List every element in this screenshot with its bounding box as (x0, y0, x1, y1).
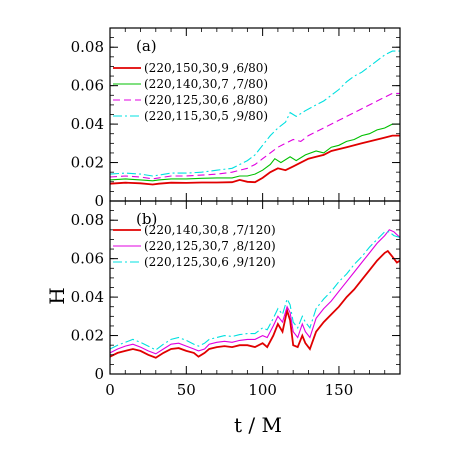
y-tick-label-a-3: 0.06 (71, 77, 104, 95)
y-tick-label-a-2: 0.04 (71, 115, 104, 133)
panel-a: 0 0.02 0.04 0.06 0.08 (a) (220,150,30,9 ,6/80)… (71, 27, 401, 210)
series-line-b-1 (109, 229, 401, 355)
y-tick-label-a-4: 0.08 (71, 38, 104, 56)
x-axis-title: t / M (234, 413, 282, 437)
legend-label-a-3: (220,115,30,5 ,9/80) (144, 109, 268, 123)
legend-label-b-2: (220,125,30,6 ,9/120) (144, 255, 276, 269)
y-tick-label-b-0: 0 (94, 365, 104, 383)
legend-label-a-2: (220,125,30,6 ,8/80) (144, 93, 268, 107)
panel-label-a: (a) (136, 37, 157, 55)
series-line-a-2 (109, 92, 400, 180)
y-tick-label-b-2: 0.04 (71, 288, 104, 306)
y-tick-label-a-1: 0.02 (71, 154, 104, 172)
y-tick-label-b-3: 0.06 (71, 250, 104, 268)
x-tick-label-b-2: 100 (248, 381, 277, 399)
legend-label-a-0: (220,150,30,9 ,6/80) (144, 61, 268, 75)
series-line-a-1 (109, 123, 400, 182)
panel-b: 0 0.02 0.04 0.06 0.08 0 50 100 150 (b)(220,140,30… (71, 200, 401, 399)
y-tick-label-b-4: 0.08 (71, 211, 104, 229)
legend-label-b-1: (220,125,30,7 ,8/120) (144, 239, 276, 253)
series-line-b-2 (109, 231, 401, 351)
legend-label-b-0: (220,140,30,8 ,7/120) (144, 223, 276, 237)
y-axis-title: H (45, 287, 69, 304)
series-line-b-0 (109, 249, 401, 359)
y-tick-label-a-0: 0 (94, 192, 104, 210)
series-line-a-3 (109, 50, 400, 177)
x-tick-label-b-1: 50 (177, 381, 196, 399)
x-tick-label-b-3: 150 (325, 381, 354, 399)
y-tick-label-b-1: 0.02 (71, 327, 104, 345)
x-tick-label-b-0: 0 (105, 381, 115, 399)
panel-label-b: (b) (136, 210, 157, 228)
legend-label-a-1: (220,140,30,7 ,7/80) (144, 77, 268, 91)
series-line-a-0 (109, 134, 400, 186)
